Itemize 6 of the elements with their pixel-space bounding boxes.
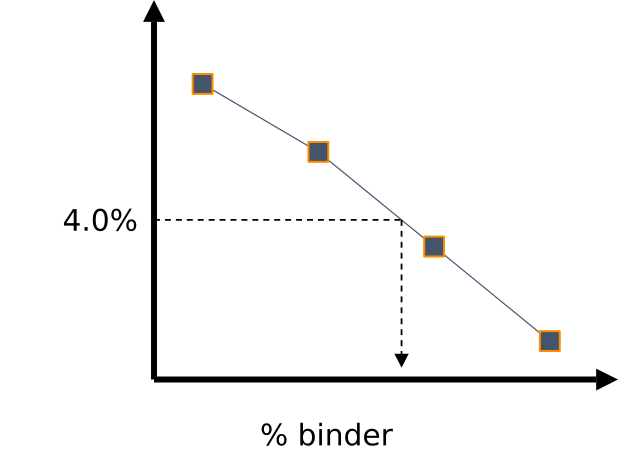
point xyxy=(307,140,330,163)
x-axis-title: % binder xyxy=(262,422,393,446)
text: 4.0% xyxy=(64,208,136,232)
point xyxy=(423,236,446,258)
point xyxy=(192,73,214,95)
point xyxy=(538,330,561,352)
